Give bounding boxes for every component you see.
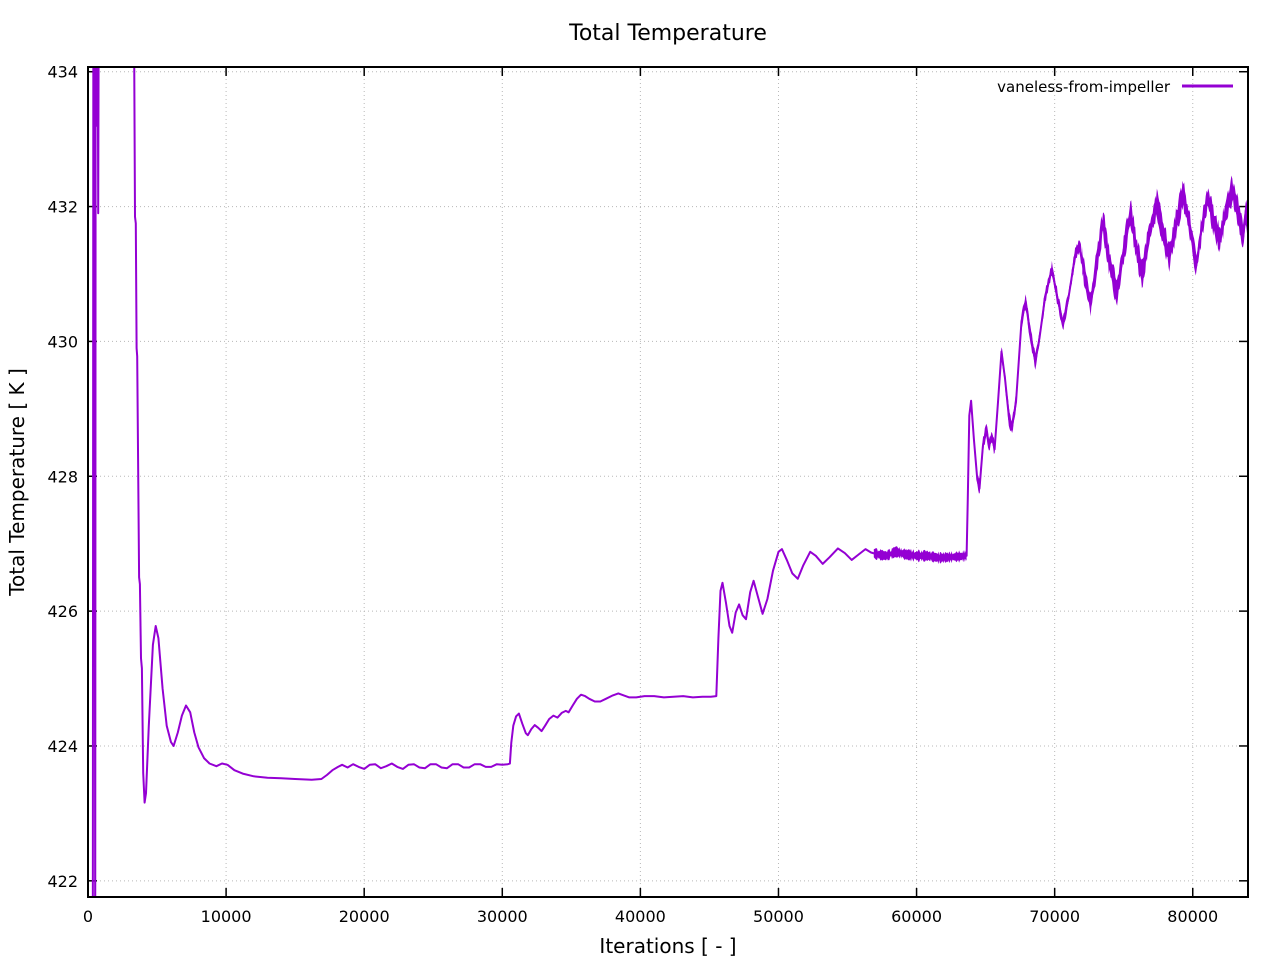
- x-tick-label: 50000: [753, 907, 804, 926]
- legend: vaneless-from-impeller: [997, 78, 1233, 96]
- x-tick-label: 70000: [1029, 907, 1080, 926]
- data-series-layer: [91, 67, 1248, 897]
- y-axis-label: Total Temperature [ K ]: [5, 368, 29, 597]
- y-tick-label: 428: [47, 467, 78, 486]
- y-tick-label: 432: [47, 198, 78, 217]
- series-noise-band: [1082, 175, 1248, 317]
- axis-tick-labels: 0 10000 20000 30000 40000 50000 60000 70000 8000…: [47, 63, 1218, 926]
- x-tick-label: 20000: [339, 907, 390, 926]
- grid-lines: [87, 67, 1248, 897]
- y-tick-label: 422: [47, 872, 78, 891]
- y-tick-label: 430: [47, 332, 78, 351]
- x-tick-label: 30000: [477, 907, 528, 926]
- y-tick-label: 434: [47, 63, 78, 82]
- series-noise-band: [977, 240, 1082, 494]
- x-tick-label: 60000: [891, 907, 942, 926]
- plot-border: [87, 66, 1249, 898]
- x-tick-label: 40000: [615, 907, 666, 926]
- y-tick-label: 424: [47, 737, 78, 756]
- legend-label: vaneless-from-impeller: [997, 78, 1171, 96]
- series-line-vaneless-from-impeller: [91, 67, 1248, 897]
- x-tick-label: 80000: [1167, 907, 1218, 926]
- axis-tick-marks: [87, 67, 1248, 897]
- y-tick-label: 426: [47, 602, 78, 621]
- chart-title: Total Temperature: [568, 21, 767, 46]
- x-tick-label: 0: [83, 907, 93, 926]
- x-axis-label: Iterations [ - ]: [599, 934, 736, 958]
- x-tick-label: 10000: [201, 907, 252, 926]
